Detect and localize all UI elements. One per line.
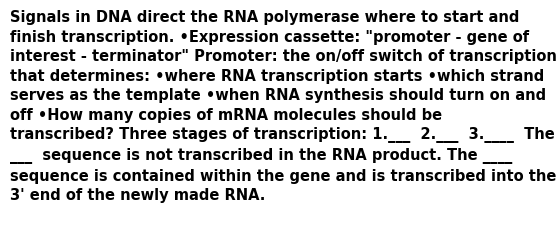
Text: Signals in DNA direct the RNA polymerase where to start and
finish transcription: Signals in DNA direct the RNA polymerase… — [10, 10, 557, 202]
